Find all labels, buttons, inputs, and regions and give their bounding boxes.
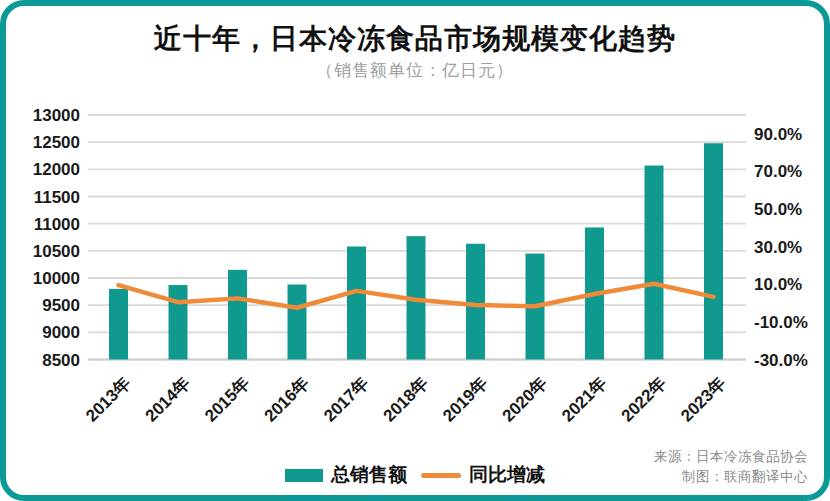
y2-axis-label: -30.0% [754, 351, 808, 370]
y2-axis-label: 10.0% [754, 275, 802, 294]
x-axis-label: 2019年 [439, 373, 491, 425]
y2-axis-label: 70.0% [754, 162, 802, 181]
y-axis-label: 12000 [33, 160, 80, 179]
source-note: 来源：日本冷冻食品协会 制图：联商翻译中心 [654, 447, 808, 488]
x-axis-label: 2021年 [558, 373, 610, 425]
y2-axis-label: 30.0% [754, 238, 802, 257]
plot-area: 13000 12500 12000 11500 11000 10500 10000 9500 9… [6, 6, 830, 501]
x-axis-label: 2015年 [201, 373, 253, 425]
legend-label-sales: 总销售额 [331, 462, 407, 488]
y2-axis-label: 90.0% [754, 125, 802, 144]
sales-bar-2013年 [109, 289, 128, 360]
x-axis-label: 2022年 [618, 373, 670, 425]
y-axis-label: 12500 [33, 133, 80, 152]
x-axis-label: 2023年 [677, 373, 729, 425]
x-axis-label: 2016年 [261, 373, 313, 425]
chart-page: 近十年，日本冷冻食品市场规模变化趋势 （销售额单位：亿日元） 130001250… [0, 0, 830, 501]
y-axis-label: 8500 [42, 351, 80, 370]
y-axis-label: 11500 [34, 188, 80, 207]
y2-axis-label: -10.0% [754, 313, 808, 332]
sales-bar-2019年 [466, 244, 485, 360]
legend-item-sales: 总销售额 [285, 462, 407, 488]
y-axis-label: 9000 [42, 323, 80, 342]
sales-bar-2022年 [645, 166, 664, 360]
sales-bar-2014年 [169, 285, 188, 359]
y-axis-label: 9500 [42, 296, 80, 315]
sales-bar-2017年 [347, 246, 366, 359]
legend-item-yoy: 同比增减 [421, 462, 545, 488]
x-axis-label: 2013年 [82, 373, 134, 425]
sales-bar-swatch [285, 469, 323, 482]
y-axis-label: 10000 [33, 269, 80, 288]
sales-bar-2015年 [228, 270, 247, 360]
x-axis-label: 2014年 [142, 373, 194, 425]
y-axis-label: 11000 [34, 215, 80, 234]
x-axis-label: 2018年 [380, 373, 432, 425]
y-axis-label: 13000 [33, 106, 80, 125]
source-line-2: 制图：联商翻译中心 [654, 467, 808, 487]
sales-bar-2023年 [704, 143, 723, 359]
x-axis-label: 2020年 [499, 373, 551, 425]
x-axis-label: 2017年 [320, 373, 372, 425]
legend-label-yoy: 同比增减 [469, 462, 545, 488]
y-axis-label: 10500 [33, 242, 80, 261]
yoy-line-swatch [421, 473, 461, 478]
sales-bar-2016年 [288, 285, 307, 360]
y2-axis-label: 50.0% [754, 200, 802, 219]
source-line-1: 来源：日本冷冻食品协会 [654, 447, 808, 467]
